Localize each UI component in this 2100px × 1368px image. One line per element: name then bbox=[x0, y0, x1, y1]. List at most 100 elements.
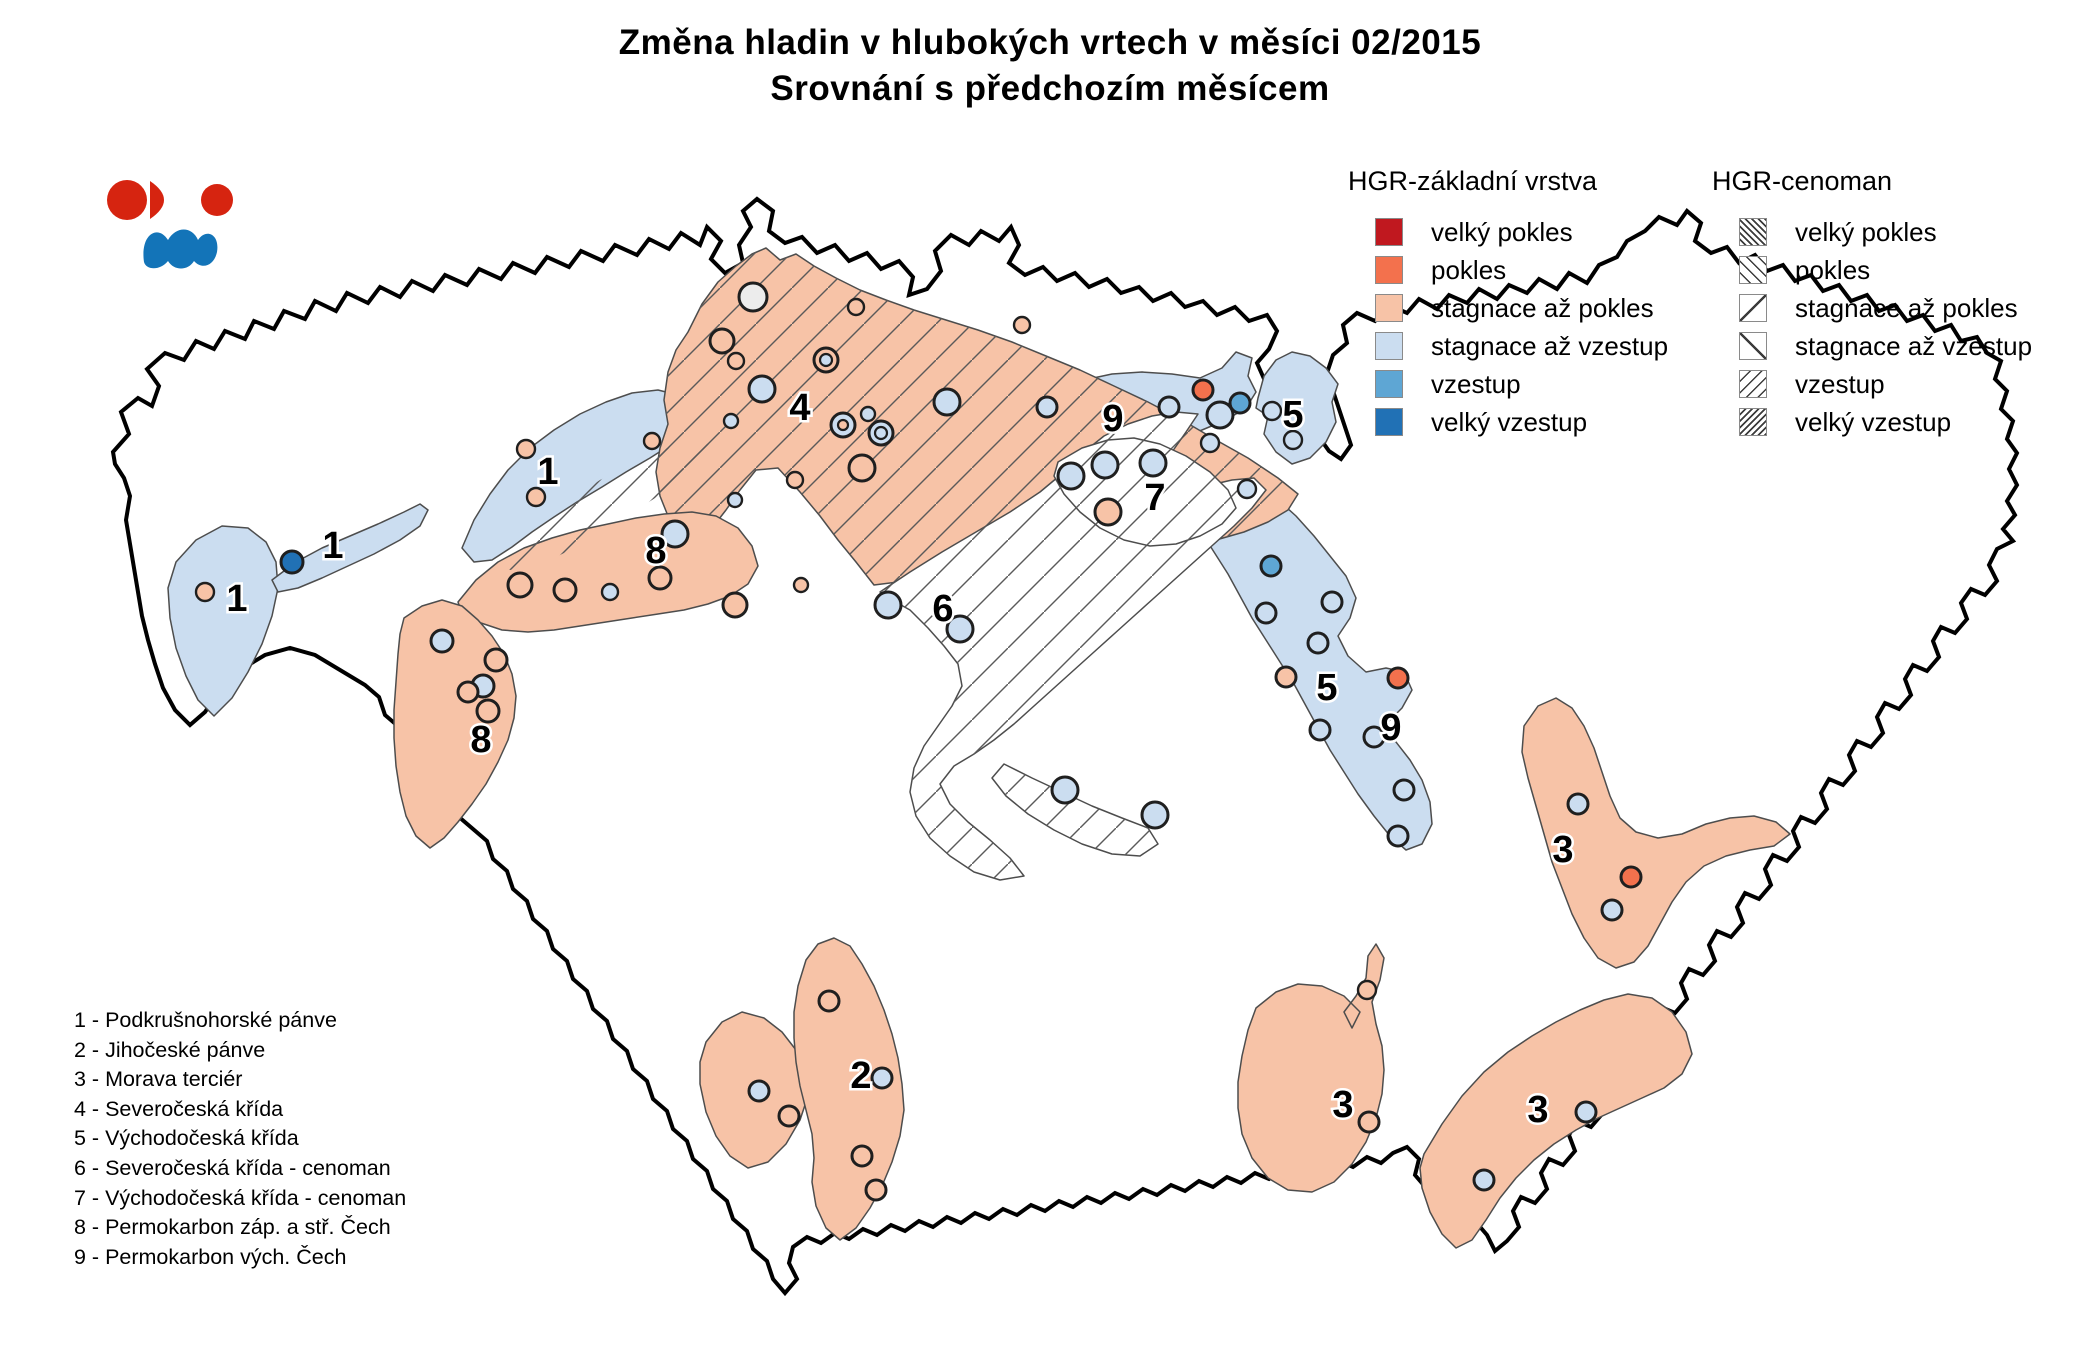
map-wells bbox=[194, 281, 1643, 1202]
well-marker bbox=[792, 576, 810, 594]
well-marker bbox=[1093, 497, 1123, 527]
legend-hgr-base: HGR-základní vrstva velký pokles pokles st… bbox=[1348, 166, 1668, 441]
legend-hgr-base-items: velký pokles pokles stagnace až pokles stag… bbox=[1348, 213, 1668, 441]
region-number-label: 6 bbox=[932, 588, 953, 630]
well-marker bbox=[850, 1144, 874, 1168]
well-marker bbox=[1357, 1110, 1381, 1134]
well-marker bbox=[1566, 792, 1590, 816]
well-marker bbox=[475, 698, 501, 724]
well-marker bbox=[1035, 395, 1059, 419]
region-list-item: 3 - Morava terciér bbox=[74, 1067, 243, 1092]
region-number-label: 9 bbox=[1102, 398, 1123, 440]
well-marker-inner bbox=[818, 352, 834, 368]
legend-hgr-cenoman-items: velký pokles pokles stagnace až pokles stag… bbox=[1712, 213, 2032, 441]
well-marker bbox=[552, 577, 578, 603]
well-marker bbox=[525, 486, 547, 508]
well-marker bbox=[647, 565, 673, 591]
well-marker bbox=[483, 647, 509, 673]
legend-item: velký pokles bbox=[1712, 213, 2032, 251]
well-marker-inner bbox=[836, 418, 850, 432]
legend-item-label: velký pokles bbox=[1795, 216, 1937, 247]
legend-item: pokles bbox=[1348, 251, 1668, 289]
well-marker bbox=[1012, 315, 1032, 335]
well-marker bbox=[846, 297, 866, 317]
well-marker bbox=[1050, 775, 1080, 805]
well-marker bbox=[737, 281, 769, 313]
well-marker bbox=[747, 374, 777, 404]
region-list-item: 4 - Severočeská křída bbox=[74, 1096, 284, 1121]
color-swatch bbox=[1375, 218, 1403, 246]
legend-item-label: stagnace až vzestup bbox=[1431, 330, 1669, 361]
map-title: Změna hladin v hlubokých vrtech v měsíci… bbox=[0, 20, 2100, 112]
region-number-label: 3 bbox=[1332, 1084, 1353, 1126]
legend-item: vzestup bbox=[1712, 365, 2032, 403]
well-marker bbox=[1356, 979, 1378, 1001]
legend-item-label: vzestup bbox=[1431, 368, 1521, 399]
legend-item-label: velký vzestup bbox=[1431, 406, 1588, 437]
region-list-item: 6 - Severočeská křída - cenoman bbox=[74, 1155, 391, 1180]
region-list-item: 1 - Podkrušnohorské pánve bbox=[74, 1008, 337, 1032]
legend-item: stagnace až pokles bbox=[1348, 289, 1668, 327]
well-marker bbox=[660, 519, 690, 549]
region-list-item: 8 - Permokarbon záp. a stř. Čech bbox=[74, 1215, 391, 1240]
well-marker bbox=[721, 591, 749, 619]
region-r5-top bbox=[1255, 351, 1339, 465]
well-marker bbox=[1205, 400, 1235, 430]
legend-item: velký vzestup bbox=[1712, 403, 2032, 441]
well-marker bbox=[1320, 590, 1344, 614]
region-list-item: 9 - Permokarbon vých. Čech bbox=[74, 1244, 347, 1269]
legend-item-label: pokles bbox=[1795, 254, 1871, 285]
region-list-item: 2 - Jihočeské pánve bbox=[74, 1037, 266, 1062]
back-dense-hatch-swatch bbox=[1739, 218, 1767, 246]
legend-item-label: velký vzestup bbox=[1795, 406, 1952, 437]
well-marker bbox=[747, 1079, 771, 1103]
legend-hgr-base-title: HGR-základní vrstva bbox=[1348, 166, 1598, 196]
well-marker bbox=[1199, 432, 1221, 454]
legend-item: velký vzestup bbox=[1348, 403, 1668, 441]
region-r1a-cheb bbox=[167, 525, 279, 717]
well-marker bbox=[1056, 461, 1086, 491]
well-marker bbox=[847, 453, 877, 483]
well-marker bbox=[708, 327, 736, 355]
region-r3-upper bbox=[1521, 697, 1791, 969]
well-marker bbox=[1138, 448, 1168, 478]
well-marker bbox=[785, 470, 805, 490]
well-marker bbox=[1228, 391, 1252, 415]
well-marker bbox=[873, 590, 903, 620]
well-marker bbox=[870, 1066, 894, 1090]
region-list-item: 7 - Východočeská křída - cenoman bbox=[74, 1185, 407, 1210]
legend-item: velký pokles bbox=[1348, 213, 1668, 251]
back-single-hatch-swatch bbox=[1739, 294, 1767, 322]
well-marker bbox=[1157, 395, 1181, 419]
well-marker bbox=[722, 412, 740, 430]
region-number-label: 3 bbox=[1527, 1089, 1548, 1131]
well-marker bbox=[506, 571, 534, 599]
well-marker bbox=[1472, 1168, 1496, 1192]
color-swatch bbox=[1375, 408, 1403, 436]
well-marker bbox=[429, 628, 455, 654]
map-region-numbers: 1 1 1 2 3 3 3 4 5 5 6 7 8 8 9 9 bbox=[224, 385, 1576, 1134]
legend-item-label: stagnace až vzestup bbox=[1795, 330, 2033, 361]
well-marker bbox=[777, 1104, 801, 1128]
well-marker bbox=[1600, 898, 1624, 922]
region-list: 1 - Podkrušnohorské pánve 2 - Jihočeské p… bbox=[74, 1006, 406, 1272]
region-number-label: 8 bbox=[470, 719, 491, 761]
hatch-west-gap bbox=[490, 440, 720, 570]
legend-item: stagnace až vzestup bbox=[1348, 327, 1668, 365]
well-marker bbox=[1392, 778, 1416, 802]
legend-hgr-cenoman: HGR-cenoman velký pokles pokles stagnace a… bbox=[1712, 166, 2032, 441]
well-marker bbox=[932, 387, 962, 417]
well-marker bbox=[1261, 400, 1283, 422]
legend-item: stagnace až vzestup bbox=[1712, 327, 2032, 365]
color-swatch bbox=[1375, 370, 1403, 398]
legend-item-label: pokles bbox=[1431, 254, 1507, 285]
region-number-label: 3 bbox=[1552, 829, 1573, 871]
well-marker bbox=[945, 614, 975, 644]
region-list-item: 5 - Východočeská křída bbox=[74, 1126, 299, 1151]
fwd-dense-hatch-swatch bbox=[1739, 408, 1767, 436]
well-marker bbox=[817, 989, 841, 1013]
well-marker bbox=[1386, 666, 1410, 690]
fwd-med-hatch-swatch bbox=[1739, 370, 1767, 398]
